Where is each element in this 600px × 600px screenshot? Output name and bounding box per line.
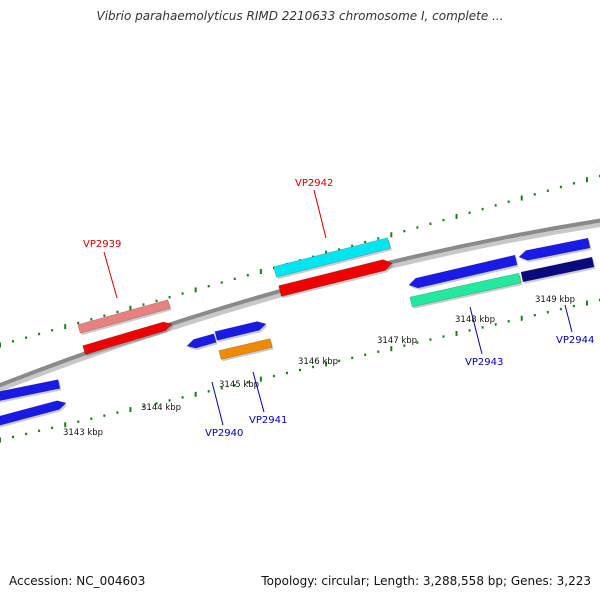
scale-label: 3147 kbp <box>377 336 417 346</box>
scale-label: 3148 kbp <box>455 315 495 325</box>
genome-stats: Topology: circular; Length: 3,288,558 bp… <box>261 574 591 588</box>
gene-feature-vp2942[interactable] <box>273 237 391 278</box>
gene-feature[interactable] <box>0 379 61 402</box>
gene-feature[interactable] <box>0 400 67 427</box>
leader-line <box>313 189 327 239</box>
tick-marks <box>0 174 600 443</box>
leader-line <box>564 304 573 333</box>
gene-features <box>0 237 596 428</box>
gene-feature[interactable] <box>409 272 522 308</box>
gene-label-vp2943[interactable]: VP2943 <box>465 357 503 368</box>
gene-feature-vp2944[interactable] <box>518 237 591 261</box>
gene-feature[interactable] <box>278 259 393 297</box>
scale-label: 3146 kbp <box>298 357 338 367</box>
map-title: Vibrio parahaemolyticus RIMD 2210633 chr… <box>96 9 504 23</box>
gene-feature[interactable] <box>520 256 595 283</box>
gene-label-vp2939[interactable]: VP2939 <box>83 239 121 250</box>
scale-labels: 3143 kbp 3144 kbp 3145 kbp 3146 kbp 3147 kbp… <box>63 295 575 438</box>
gene-feature-vp2941[interactable] <box>214 321 267 341</box>
scale-label: 3145 kbp <box>219 380 259 390</box>
gene-label-vp2942[interactable]: VP2942 <box>295 178 333 189</box>
gene-feature[interactable] <box>82 321 173 355</box>
gene-label-vp2941[interactable]: VP2941 <box>249 415 287 426</box>
gene-feature-vp2939[interactable] <box>77 299 171 334</box>
gene-label-vp2944[interactable]: VP2944 <box>556 335 594 346</box>
gene-label-vp2940[interactable]: VP2940 <box>205 428 243 439</box>
leader-line <box>252 371 265 413</box>
gene-labels: VP2939 VP2940 VP2941 VP2942 VP2943 VP2944 <box>83 178 594 439</box>
gene-feature-vp2943[interactable] <box>408 254 518 289</box>
gene-feature-vp2940[interactable] <box>186 333 217 349</box>
scale-label: 3144 kbp <box>141 403 181 413</box>
scale-label: 3149 kbp <box>535 295 575 305</box>
leader-line <box>103 251 118 299</box>
leader-line <box>469 306 483 355</box>
gene-feature[interactable] <box>218 338 273 360</box>
leader-line <box>211 381 224 426</box>
scale-label: 3143 kbp <box>63 428 103 438</box>
accession-text: Accession: NC_004603 <box>9 574 146 588</box>
